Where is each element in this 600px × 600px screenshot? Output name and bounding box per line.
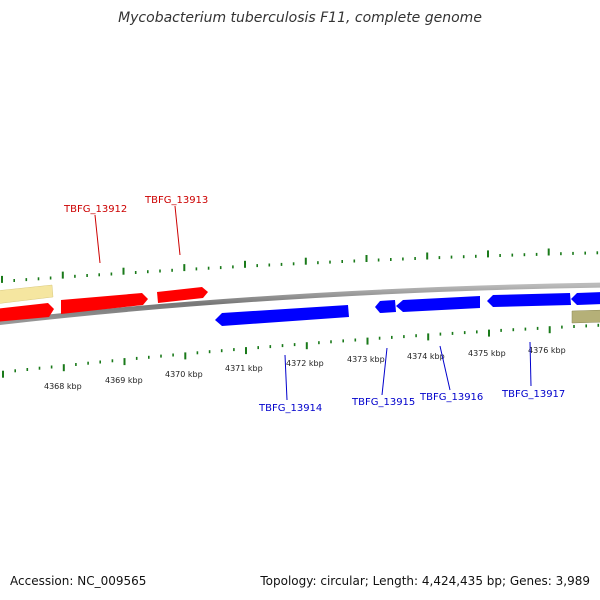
gene-label-tbfg-13912[interactable]: TBFG_13912 — [63, 204, 127, 215]
reverse-tick-marks — [2, 323, 600, 378]
scale-label: 4369 kbp — [105, 376, 143, 385]
scale-label: 4368 kbp — [44, 382, 82, 391]
gene-arrow-tbfg-13915[interactable] — [375, 300, 396, 313]
topology-summary: Topology: circular; Length: 4,424,435 bp… — [260, 574, 590, 588]
gene-arrow-tbfg-13911[interactable] — [0, 303, 54, 322]
genome-backbone — [0, 282, 600, 325]
label-leaders — [94, 205, 532, 401]
scale-label: 4375 kbp — [468, 349, 506, 358]
scale-label: 4376 kbp — [528, 346, 566, 355]
gene-arrow-tbfg-13917[interactable] — [487, 293, 571, 307]
gene-arrow-tbfg-13913[interactable] — [157, 287, 208, 303]
scale-label: 4371 kbp — [225, 364, 263, 373]
feature-right-bottom — [571, 309, 600, 324]
map-title: Mycobacterium tuberculosis F11, complete… — [118, 10, 482, 26]
gene-arrow-tbfg-13912[interactable] — [61, 293, 148, 314]
scale-label: 4370 kbp — [165, 370, 203, 379]
gene-label-tbfg-13916[interactable]: TBFG_13916 — [419, 392, 483, 403]
gene-label-tbfg-13913[interactable]: TBFG_13913 — [144, 195, 208, 206]
forward-tick-marks — [1, 248, 599, 283]
gene-label-tbfg-13914[interactable]: TBFG_13914 — [258, 403, 322, 414]
scale-labels: 4368 kbp 4369 kbp 4370 kbp 4371 kbp 4372… — [44, 346, 566, 391]
scale-label: 4374 kbp — [407, 352, 445, 361]
scale-label: 4373 kbp — [347, 355, 385, 364]
gene-arrow-tbfg-13916[interactable] — [396, 296, 480, 312]
scale-label: 4372 kbp — [286, 359, 324, 368]
gene-label-tbfg-13917[interactable]: TBFG_13917 — [501, 389, 565, 400]
gene-arrow-tbfg-13914[interactable] — [215, 305, 349, 326]
gene-label-tbfg-13915[interactable]: TBFG_13915 — [351, 397, 415, 408]
gene-labels: TBFG_13912 TBFG_13913 TBFG_13914 TBFG_13… — [63, 195, 565, 414]
gene-arrow-tbfg-13918[interactable] — [571, 292, 600, 305]
accession-text: Accession: NC_009565 — [10, 574, 147, 588]
feature-left-top — [0, 284, 54, 304]
